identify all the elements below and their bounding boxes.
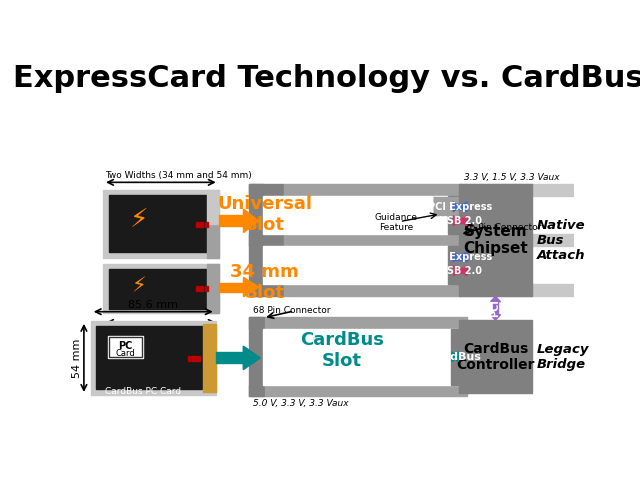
Text: 5.0 V, 3.3 V, 3.3 Vaux: 5.0 V, 3.3 V, 3.3 Vaux [253,399,349,408]
Bar [459,320,532,393]
Bar [451,329,467,385]
Bar [453,268,467,274]
Bar [265,385,467,396]
Polygon shape [243,277,259,297]
Bar [103,190,219,258]
Bar [205,286,208,291]
Text: Guidance
Feature: Guidance Feature [374,213,417,232]
Polygon shape [490,296,500,302]
Polygon shape [461,252,467,262]
Bar [284,184,461,196]
Bar [197,356,200,361]
Bar [207,264,219,313]
Bar [493,302,498,315]
Polygon shape [452,352,458,362]
Bar [453,204,467,209]
Text: Native
Bus
Attach: Native Bus Attach [537,218,586,262]
Bar [263,246,448,284]
Polygon shape [243,209,259,233]
Text: 34 mm
Slot: 34 mm Slot [230,263,300,302]
Text: 75 mm: 75 mm [141,324,180,334]
Bar [263,329,467,385]
Text: CardBus PC Card: CardBus PC Card [105,387,181,396]
Bar [284,234,461,246]
Bar [193,356,196,361]
Bar [204,324,216,392]
Bar [250,184,263,296]
Bar [448,196,460,234]
Text: Card: Card [116,348,136,358]
Text: ExpressCard Technology vs. CardBus: ExpressCard Technology vs. CardBus [13,64,640,93]
Bar [453,254,467,260]
Bar [196,222,198,227]
Bar [250,317,265,329]
Text: USB 2.0: USB 2.0 [438,216,481,226]
Polygon shape [461,266,467,276]
Text: System
Chipset: System Chipset [463,224,528,256]
Text: Legacy
Bridge: Legacy Bridge [537,343,589,371]
Bar [205,222,208,227]
Bar [448,246,460,284]
Bar [219,283,243,291]
Text: Two Widths (34 mm and 54 mm): Two Widths (34 mm and 54 mm) [105,171,252,180]
Text: 85.6 mm: 85.6 mm [128,300,178,310]
Bar [453,218,467,223]
Polygon shape [490,315,500,320]
Bar [91,321,216,395]
Text: USB 2.0: USB 2.0 [438,266,481,276]
Polygon shape [243,346,260,370]
Bar [207,190,219,224]
Bar [250,284,284,296]
Text: 68 Pin Connector: 68 Pin Connector [253,306,331,315]
Bar [250,385,265,396]
Text: ⚡: ⚡ [129,208,148,234]
Bar [250,234,284,246]
Polygon shape [461,216,467,226]
Polygon shape [461,202,467,212]
Polygon shape [453,216,459,226]
Bar [250,317,263,396]
Bar [109,195,207,252]
Text: PCI Express: PCI Express [428,252,492,262]
Bar [216,352,243,363]
Bar [196,286,198,291]
Text: PC: PC [118,341,132,351]
Bar [109,337,143,357]
Text: CardBus
Slot: CardBus Slot [300,331,384,370]
Bar [219,216,243,227]
Bar [460,234,625,246]
Bar [109,269,207,309]
Text: CardBus
Controller: CardBus Controller [456,342,535,372]
Bar [200,222,204,227]
Bar [284,284,461,296]
Polygon shape [453,252,459,262]
Bar [250,184,284,196]
Bar [103,264,219,313]
Bar [452,354,458,360]
Bar [265,317,467,329]
Bar [108,336,143,358]
Bar [435,197,460,216]
Text: 26 Pin Connector: 26 Pin Connector [463,223,541,232]
Bar [459,184,532,296]
Bar [460,284,625,296]
Text: Universal
Slot: Universal Slot [218,195,312,234]
Bar [96,326,202,389]
Text: PCI: PCI [490,300,500,317]
Polygon shape [453,266,459,276]
Polygon shape [453,202,459,212]
Bar [263,196,448,234]
Polygon shape [452,352,458,362]
Text: PCI Express: PCI Express [428,202,492,212]
Text: ⚡: ⚡ [131,276,146,296]
Polygon shape [435,197,450,216]
Bar [460,184,625,196]
Bar [207,224,219,258]
Bar [188,356,191,361]
Bar [200,286,204,291]
Text: CardBus: CardBus [429,352,481,362]
Text: 54 mm: 54 mm [72,338,83,378]
Text: 3.3 V, 1.5 V, 3.3 Vaux: 3.3 V, 1.5 V, 3.3 Vaux [463,173,559,182]
